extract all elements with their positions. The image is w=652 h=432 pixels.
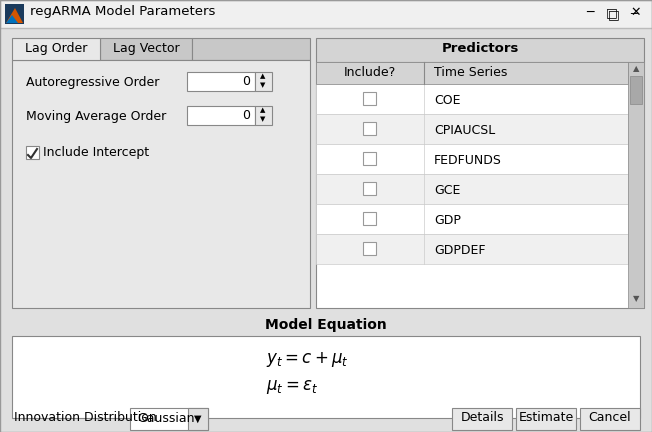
Text: Model Equation: Model Equation bbox=[265, 318, 387, 332]
Bar bbox=[0, 0, 652, 28]
Text: GDPDEF: GDPDEF bbox=[434, 244, 486, 257]
Bar bbox=[316, 62, 644, 308]
Bar bbox=[188, 408, 208, 430]
Text: Lag Order: Lag Order bbox=[25, 42, 87, 55]
Text: 0: 0 bbox=[242, 109, 250, 122]
Bar bbox=[12, 60, 310, 308]
Bar bbox=[187, 72, 255, 91]
Bar bbox=[255, 72, 272, 91]
Text: Predictors: Predictors bbox=[441, 42, 519, 55]
Text: ▼: ▼ bbox=[260, 82, 265, 88]
Text: GCE: GCE bbox=[434, 184, 460, 197]
Bar bbox=[316, 114, 628, 144]
Text: regARMA Model Parameters: regARMA Model Parameters bbox=[30, 5, 215, 18]
Bar bbox=[316, 174, 628, 204]
Text: ─: ─ bbox=[630, 8, 638, 18]
Bar bbox=[316, 234, 628, 264]
Text: 0: 0 bbox=[242, 75, 250, 88]
Text: ▼: ▼ bbox=[194, 414, 201, 424]
Polygon shape bbox=[5, 4, 24, 24]
Bar bbox=[192, 38, 310, 60]
Text: Gaussian: Gaussian bbox=[137, 412, 194, 425]
Text: ▲: ▲ bbox=[260, 107, 265, 113]
Text: □: □ bbox=[606, 6, 618, 19]
Text: ▲: ▲ bbox=[632, 64, 639, 73]
Bar bbox=[316, 144, 628, 174]
Bar bbox=[100, 38, 192, 60]
Bar bbox=[316, 204, 628, 234]
Polygon shape bbox=[6, 8, 23, 23]
Text: $y_t = c + \mu_t$: $y_t = c + \mu_t$ bbox=[266, 350, 349, 369]
Bar bbox=[452, 408, 512, 430]
Text: Details: Details bbox=[460, 411, 504, 424]
Text: Time Series: Time Series bbox=[434, 66, 507, 79]
Polygon shape bbox=[6, 15, 18, 23]
Bar bbox=[630, 76, 642, 104]
Bar bbox=[363, 92, 376, 105]
Bar bbox=[316, 84, 628, 114]
Text: $\mu_t = \varepsilon_t$: $\mu_t = \varepsilon_t$ bbox=[266, 378, 318, 396]
Text: CPIAUCSL: CPIAUCSL bbox=[434, 124, 496, 137]
Bar bbox=[628, 62, 644, 308]
Text: Innovation Distribution: Innovation Distribution bbox=[14, 411, 156, 424]
Bar bbox=[516, 408, 576, 430]
Text: Autoregressive Order: Autoregressive Order bbox=[26, 76, 159, 89]
Text: GDP: GDP bbox=[434, 214, 461, 227]
Text: ─: ─ bbox=[586, 6, 594, 19]
Text: FEDFUNDS: FEDFUNDS bbox=[434, 154, 502, 167]
Text: ▼: ▼ bbox=[632, 294, 639, 303]
Bar bbox=[363, 122, 376, 135]
Text: Include?: Include? bbox=[344, 66, 396, 79]
Text: Moving Average Order: Moving Average Order bbox=[26, 110, 166, 123]
Bar bbox=[363, 152, 376, 165]
Bar bbox=[255, 106, 272, 125]
Bar bbox=[12, 336, 640, 418]
Text: ✕: ✕ bbox=[630, 6, 642, 19]
Bar bbox=[363, 212, 376, 225]
Text: Estimate: Estimate bbox=[518, 411, 574, 424]
Bar bbox=[12, 38, 100, 60]
Bar bbox=[316, 38, 644, 62]
Text: □: □ bbox=[608, 8, 620, 21]
Bar bbox=[363, 242, 376, 255]
Text: ▼: ▼ bbox=[260, 116, 265, 122]
Bar bbox=[363, 182, 376, 195]
Bar bbox=[130, 408, 208, 430]
Text: Cancel: Cancel bbox=[589, 411, 631, 424]
Bar bbox=[187, 106, 255, 125]
Text: ▲: ▲ bbox=[260, 73, 265, 79]
Bar bbox=[26, 146, 39, 159]
Bar bbox=[316, 62, 628, 84]
Bar bbox=[580, 408, 640, 430]
Text: Lag Vector: Lag Vector bbox=[113, 42, 179, 55]
Text: COE: COE bbox=[434, 94, 460, 107]
Text: Include Intercept: Include Intercept bbox=[43, 146, 149, 159]
